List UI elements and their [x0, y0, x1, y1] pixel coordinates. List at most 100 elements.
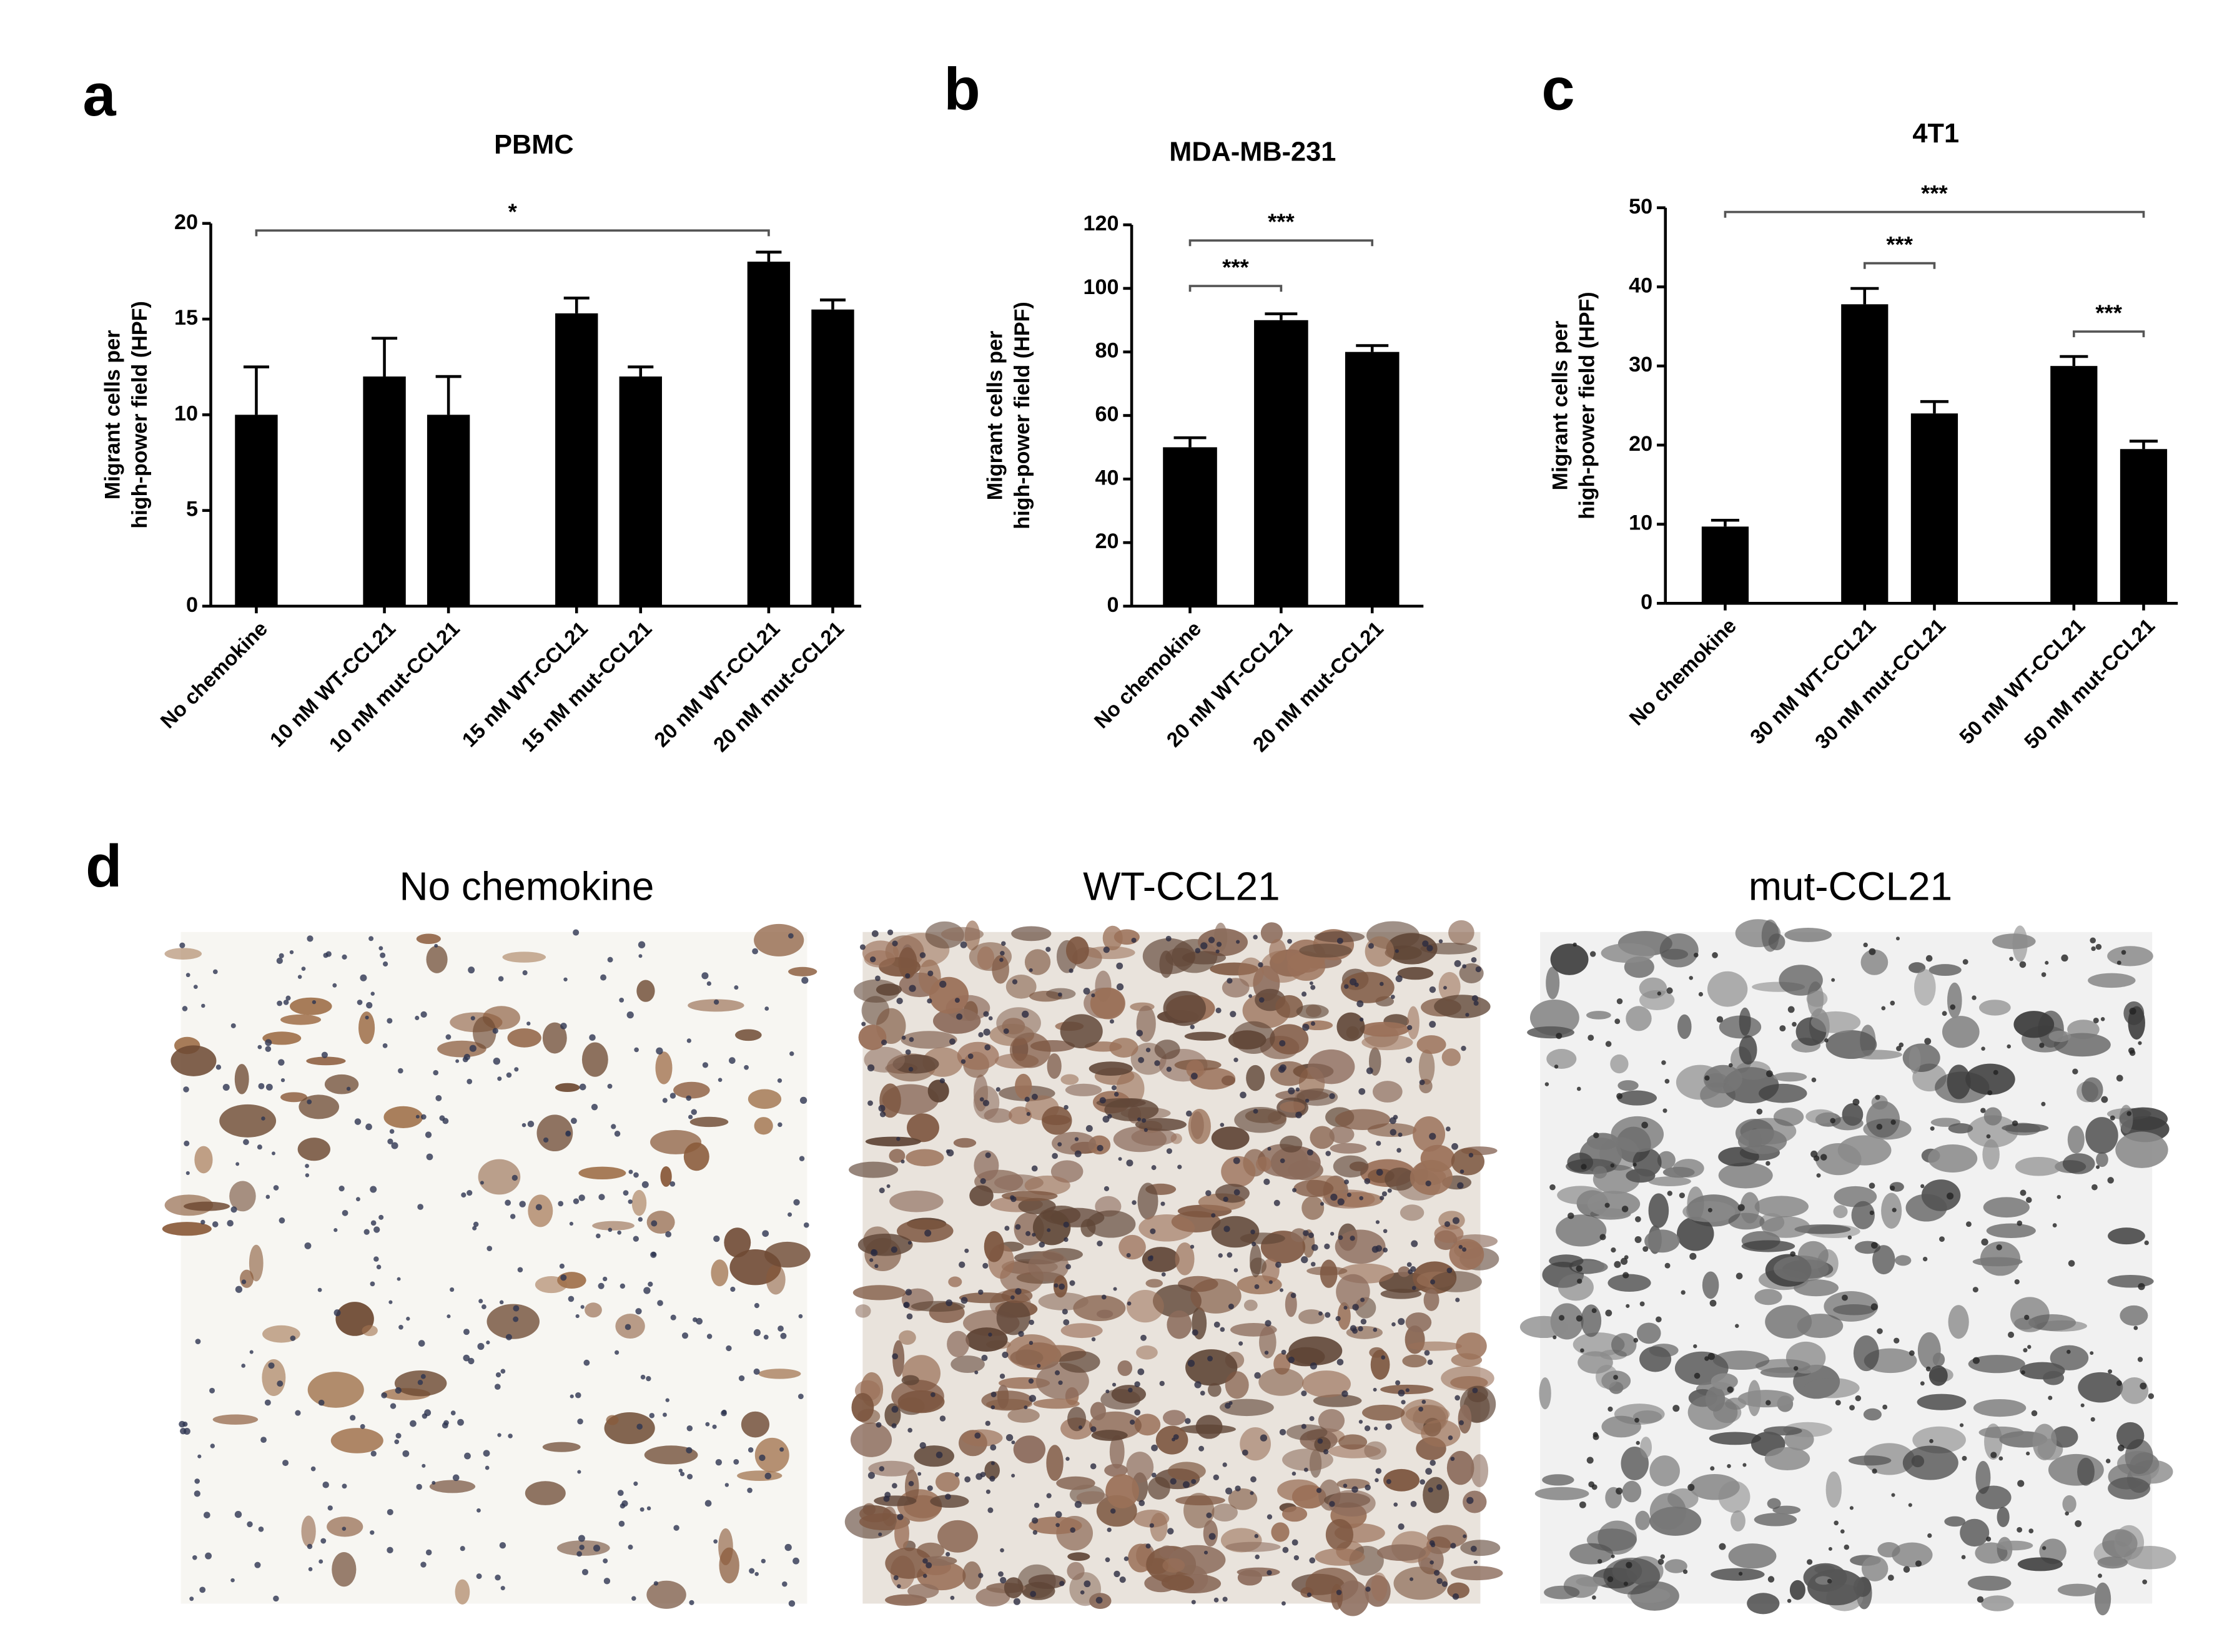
- pore-dot: [477, 1342, 485, 1350]
- pore-dot: [230, 1578, 235, 1583]
- pore-dot: [568, 1296, 575, 1302]
- pore-dot: [1251, 1241, 1257, 1247]
- cell-cluster: [1175, 1495, 1225, 1506]
- pore-dot: [420, 1114, 427, 1120]
- pore-dot: [333, 1309, 341, 1317]
- pore-dot: [635, 1308, 642, 1315]
- cell-cluster: [1626, 1168, 1656, 1183]
- cell-cluster: [1549, 1254, 1584, 1267]
- pore-dot: [452, 1474, 460, 1482]
- pore-dot: [1213, 1474, 1220, 1481]
- pore-dot: [2116, 1074, 2123, 1082]
- pore-dot: [1024, 1096, 1030, 1103]
- pore-dot: [1890, 1119, 1896, 1125]
- pore-dot: [728, 1057, 736, 1064]
- pore-dot: [197, 1454, 202, 1458]
- pore-dot: [1393, 1114, 1398, 1120]
- pore-dot: [1387, 1188, 1392, 1193]
- pore-dot: [964, 1476, 971, 1483]
- pore-dot: [1003, 1028, 1009, 1035]
- pore-dot: [960, 1059, 966, 1064]
- pore-dot: [1662, 1108, 1667, 1113]
- cell-cluster: [555, 1083, 580, 1093]
- pore-dot: [1134, 1381, 1140, 1387]
- cell-cluster: [889, 1190, 944, 1212]
- pore-dot: [909, 1037, 914, 1042]
- pore-dot: [1736, 1272, 1743, 1280]
- pore-dot: [1170, 1478, 1177, 1485]
- cell-cluster: [1336, 1274, 1370, 1309]
- error-bar: [756, 250, 782, 262]
- pore-dot: [1687, 1483, 1695, 1491]
- pore-dot: [1063, 1319, 1070, 1325]
- pore-dot: [1359, 1017, 1364, 1022]
- pore-dot: [265, 1083, 273, 1091]
- pore-dot: [1281, 1349, 1286, 1355]
- pore-dot: [1470, 1545, 1477, 1552]
- pore-dot: [950, 1595, 955, 1600]
- cell-cluster: [646, 1211, 675, 1234]
- pore-dot: [734, 985, 739, 990]
- pore-dot: [1558, 1315, 1565, 1321]
- cell-cluster: [1636, 1322, 1661, 1344]
- pore-dot: [2110, 1115, 2115, 1121]
- cell-cluster: [1621, 1446, 1649, 1480]
- pore-dot: [1004, 1226, 1010, 1231]
- cell-cluster: [1065, 937, 1089, 965]
- cell-cluster: [2055, 1160, 2086, 1173]
- pore-dot: [370, 991, 375, 996]
- pore-dot: [1186, 1110, 1192, 1117]
- pore-dot: [1473, 1000, 1479, 1006]
- cell-cluster: [1739, 1007, 1751, 1036]
- pore-dot: [1716, 1016, 1724, 1023]
- pore-dot: [235, 1286, 243, 1293]
- cell-cluster: [1635, 1510, 1651, 1530]
- pore-dot: [1069, 968, 1074, 973]
- pore-dot: [960, 1297, 968, 1304]
- pore-dot: [1395, 949, 1399, 953]
- pore-dot: [1430, 1460, 1436, 1466]
- y-tick-label: 50: [1629, 195, 1652, 219]
- cell-cluster: [1921, 1179, 1961, 1211]
- pore-dot: [522, 970, 528, 976]
- pore-dot: [1030, 1591, 1037, 1598]
- pore-dot: [1424, 1350, 1430, 1356]
- pore-dot: [1712, 952, 1718, 958]
- pore-dot: [1373, 1427, 1378, 1431]
- pore-dot: [1182, 1481, 1190, 1488]
- cell-cluster: [655, 1051, 673, 1084]
- pore-dot: [1318, 1311, 1323, 1316]
- pore-dot: [681, 1332, 689, 1339]
- pore-dot: [579, 1083, 586, 1091]
- pore-dot: [984, 1044, 991, 1051]
- pore-dot: [1360, 1319, 1367, 1325]
- pore-dot: [1034, 1502, 1040, 1508]
- pore-dot: [578, 1535, 585, 1542]
- pore-dot: [363, 1229, 370, 1235]
- cell-cluster: [1009, 1106, 1032, 1124]
- cell-cluster: [788, 966, 817, 976]
- pore-dot: [927, 1485, 933, 1492]
- cell-cluster: [1947, 982, 1962, 1019]
- pore-dot: [1827, 1578, 1832, 1584]
- pore-dot: [1383, 1229, 1388, 1234]
- pore-dot: [649, 1413, 655, 1418]
- cell-cluster: [184, 1201, 230, 1211]
- pore-dot: [905, 1049, 911, 1055]
- pore-dot: [784, 1543, 792, 1551]
- pore-dot: [1250, 1491, 1254, 1495]
- cell-cluster: [766, 1264, 786, 1295]
- cell-cluster: [2108, 1477, 2151, 1500]
- pore-dot: [1058, 1380, 1063, 1385]
- cell-cluster: [1677, 1014, 1692, 1040]
- cell-cluster: [1060, 1074, 1079, 1085]
- pore-dot: [268, 1362, 275, 1369]
- cell-cluster: [1992, 933, 2036, 950]
- pore-dot: [1915, 1560, 1922, 1567]
- pore-dot: [1273, 1199, 1280, 1206]
- y-tick-label: 100: [1084, 275, 1119, 299]
- cell-cluster: [1383, 1468, 1420, 1492]
- pore-dot: [927, 998, 932, 1004]
- pore-dot: [1055, 1370, 1060, 1375]
